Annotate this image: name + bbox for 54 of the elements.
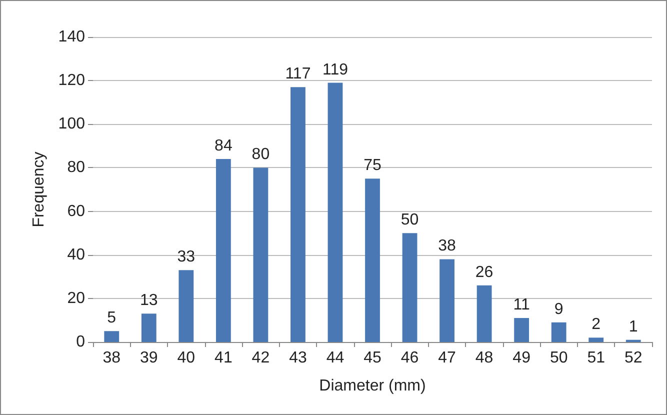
data-label: 11 [513, 296, 530, 314]
bar [253, 168, 268, 342]
x-tick-label: 42 [252, 350, 270, 366]
x-tick-label: 43 [289, 350, 307, 366]
x-axis-title: Diameter (mm) [319, 378, 426, 394]
bar [328, 82, 343, 342]
x-tick-label: 38 [102, 350, 121, 366]
bar [551, 322, 566, 342]
data-label: 84 [214, 138, 232, 154]
x-tick-label: 49 [512, 350, 531, 366]
y-axis-title: Frequency [30, 152, 48, 228]
bar [365, 178, 380, 342]
x-tick-label: 48 [475, 350, 494, 366]
data-label: 75 [364, 157, 382, 174]
x-tick-label: 39 [140, 350, 158, 366]
data-label: 33 [177, 248, 196, 266]
y-tick-label: 120 [58, 72, 86, 90]
x-tick-label: 51 [587, 350, 606, 366]
bar [440, 259, 454, 342]
x-tick-label: 44 [326, 350, 344, 366]
bar [216, 159, 231, 342]
bar [514, 318, 530, 342]
x-tick-label: 45 [364, 350, 382, 366]
y-tick-label: 20 [67, 290, 86, 307]
data-label: 5 [107, 310, 116, 327]
bar [178, 270, 194, 342]
y-tick-label: 60 [67, 202, 86, 220]
x-tick-label: 40 [177, 350, 196, 366]
x-tick-label: 41 [214, 350, 232, 366]
bar [588, 338, 604, 342]
bar [104, 331, 120, 342]
data-label: 2 [592, 316, 601, 334]
y-tick-label: 140 [58, 28, 86, 46]
x-tick-label: 46 [400, 350, 419, 366]
data-label: 119 [322, 61, 348, 78]
data-label: 117 [285, 66, 311, 83]
data-label: 9 [554, 300, 564, 318]
y-tick-label: 40 [67, 246, 86, 264]
bar [476, 285, 492, 342]
y-tick-label: 100 [58, 116, 86, 133]
data-label: 1 [628, 318, 638, 336]
x-tick-label: 52 [624, 350, 642, 366]
bar [290, 87, 306, 342]
data-label: 26 [475, 264, 494, 281]
y-tick-label: 80 [67, 159, 86, 176]
bar [141, 314, 156, 342]
x-tick-label: 50 [550, 350, 568, 366]
bar [402, 233, 418, 342]
y-tick-label: 0 [76, 334, 86, 350]
data-label: 80 [252, 146, 270, 164]
data-label: 13 [140, 292, 158, 310]
data-label: 38 [438, 238, 456, 255]
data-label: 50 [400, 212, 419, 229]
x-tick-label: 47 [438, 350, 456, 366]
